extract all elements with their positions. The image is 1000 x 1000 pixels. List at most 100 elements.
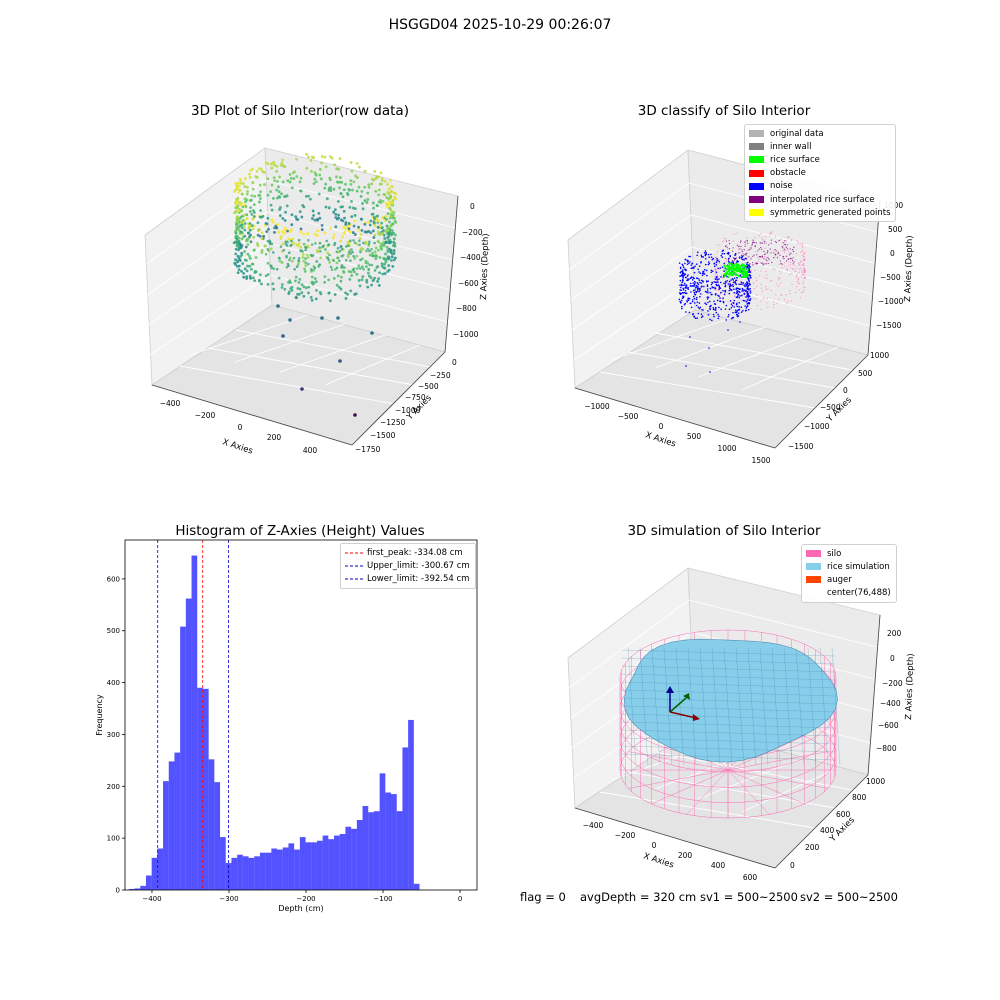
data-point <box>739 265 742 268</box>
data-point <box>754 241 756 244</box>
data-point <box>711 293 713 296</box>
mesh-line <box>771 647 781 766</box>
data-point <box>716 299 719 302</box>
data-point <box>281 230 285 234</box>
data-point <box>391 199 395 202</box>
data-point <box>782 250 784 252</box>
data-point <box>287 290 291 294</box>
data-point <box>737 309 740 311</box>
data-point <box>375 204 379 207</box>
data-point <box>774 255 777 257</box>
data-point <box>243 267 247 271</box>
data-point <box>394 221 398 224</box>
data-point <box>252 248 256 252</box>
data-point <box>703 285 705 288</box>
data-point <box>721 256 724 258</box>
data-point <box>307 245 310 249</box>
data-point <box>696 288 699 291</box>
data-point <box>338 359 342 363</box>
data-point <box>778 263 780 265</box>
data-point <box>390 255 394 259</box>
data-point <box>389 248 393 252</box>
data-point <box>270 162 274 166</box>
data-point <box>233 189 236 193</box>
chart1-x-tick: 400 <box>303 446 318 455</box>
data-point <box>698 279 701 282</box>
data-point <box>312 268 316 272</box>
data-point <box>717 294 719 297</box>
data-point <box>735 257 738 259</box>
histogram-bar <box>391 794 397 890</box>
y-tick-label: 0 <box>116 887 120 895</box>
data-point <box>710 283 713 286</box>
data-point <box>727 259 730 262</box>
data-point <box>692 276 694 279</box>
data-point <box>289 228 293 232</box>
data-point <box>761 242 764 244</box>
histogram-bar <box>151 857 158 890</box>
data-point <box>248 257 252 260</box>
data-point <box>286 240 289 244</box>
data-point <box>764 247 766 249</box>
data-point <box>347 227 351 231</box>
data-point <box>736 311 738 313</box>
data-point <box>297 259 300 262</box>
data-point <box>764 253 766 255</box>
data-point <box>759 242 761 244</box>
data-point <box>374 246 378 250</box>
data-point <box>687 286 689 289</box>
data-point <box>280 261 284 264</box>
data-point <box>380 221 384 225</box>
mesh-line <box>783 647 793 766</box>
data-point <box>783 258 785 260</box>
data-point <box>313 218 317 222</box>
data-point <box>744 283 747 285</box>
data-point <box>691 299 694 301</box>
data-point <box>694 293 697 296</box>
legend-item: rice simulation <box>806 560 892 573</box>
data-point <box>681 305 683 308</box>
data-point <box>736 301 739 303</box>
data-point <box>283 287 287 291</box>
data-point <box>270 166 274 170</box>
data-point <box>328 253 331 257</box>
data-point <box>279 234 283 238</box>
data-point <box>778 240 780 242</box>
data-point <box>376 280 380 283</box>
data-point <box>748 282 751 285</box>
chart2-z-tick: −1000 <box>878 297 904 306</box>
data-point <box>386 228 390 232</box>
data-point <box>713 300 715 303</box>
data-point <box>764 242 766 244</box>
silo-floor-spoke <box>727 769 805 805</box>
histogram-bar <box>168 761 175 890</box>
data-point <box>370 247 373 251</box>
data-point <box>253 215 256 218</box>
data-point <box>234 206 238 210</box>
data-point <box>742 253 744 255</box>
data-point <box>315 260 319 263</box>
data-point <box>699 281 701 284</box>
data-point <box>707 301 709 304</box>
data-point <box>313 266 317 270</box>
mesh-line <box>663 647 673 766</box>
chart4-z-tick: −600 <box>878 721 899 730</box>
data-point <box>765 242 767 244</box>
data-point <box>795 270 797 272</box>
data-point <box>714 273 716 275</box>
data-point <box>236 240 240 244</box>
data-point <box>735 292 738 295</box>
data-point <box>376 214 380 218</box>
data-point <box>744 257 747 260</box>
data-point <box>281 158 284 162</box>
data-point <box>784 265 786 268</box>
data-point <box>694 317 697 319</box>
histogram-bar <box>299 837 306 890</box>
data-point <box>285 265 289 269</box>
data-point <box>258 193 262 197</box>
mesh-line <box>621 745 836 753</box>
data-point <box>741 258 744 261</box>
legend-swatch <box>749 169 764 177</box>
data-point <box>746 261 749 264</box>
data-point <box>365 249 368 253</box>
